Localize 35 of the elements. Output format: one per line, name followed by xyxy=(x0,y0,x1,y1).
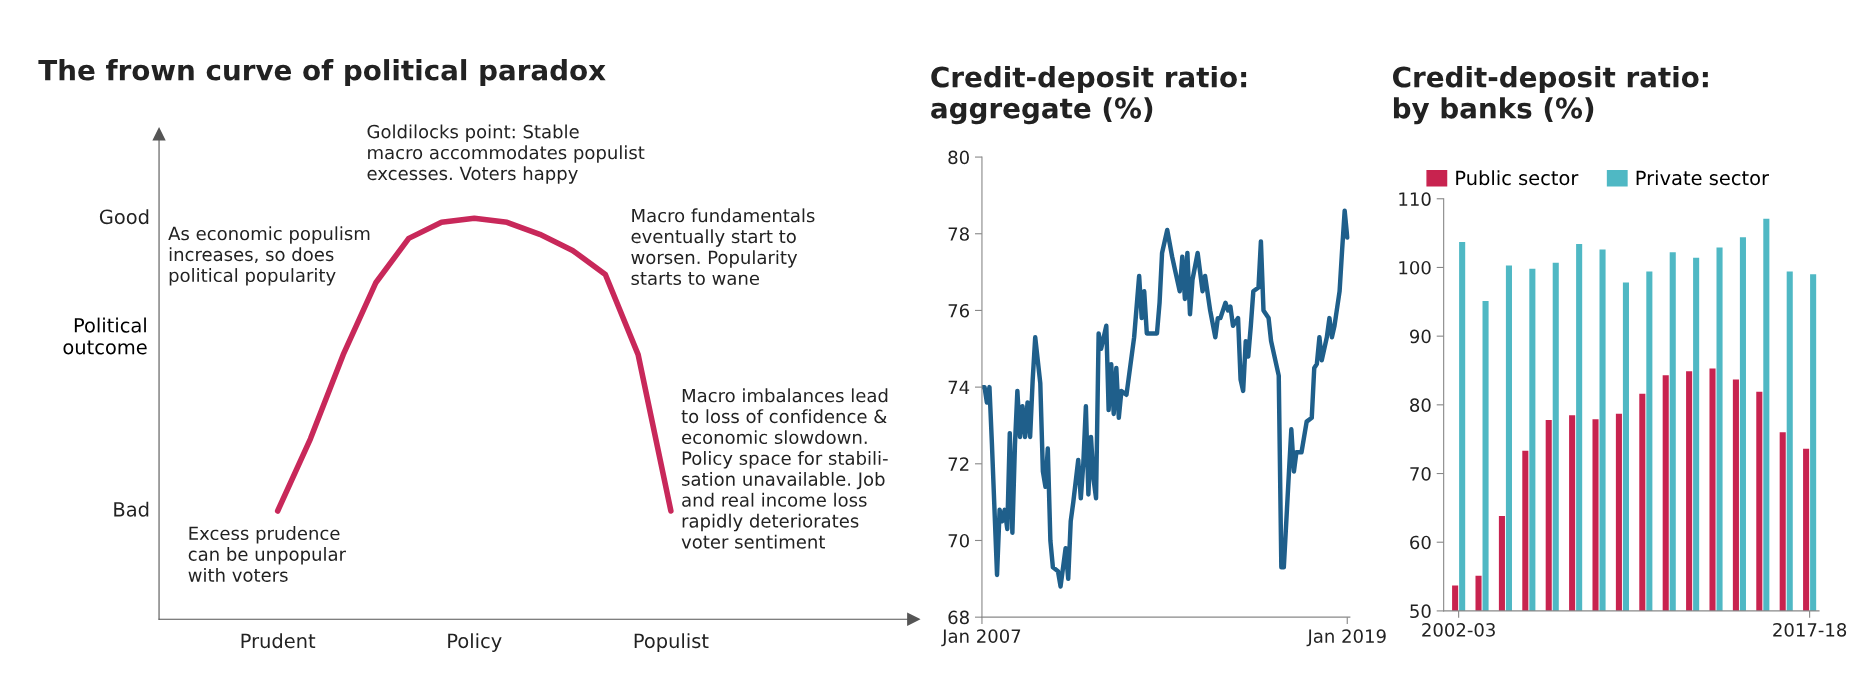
y-axis-title: Political outcome xyxy=(63,317,147,355)
y-tick-label: 90 xyxy=(1410,329,1431,344)
y-tick-label: 70 xyxy=(1410,466,1431,481)
text: Good xyxy=(99,209,149,225)
x-tick-label: Jan 2007 xyxy=(941,629,1021,647)
chart-title: Credit-deposit ratio: by banks (%) xyxy=(1393,66,1708,125)
annotation: Macro fundamentals eventually start to worsen. Popularity starts to wane xyxy=(631,208,815,286)
text: Bad xyxy=(114,501,149,517)
chart-title: Credit-deposit ratio: aggregate (%) xyxy=(931,66,1247,125)
y-tick-label: 68 xyxy=(948,610,969,625)
y-tick-label: 50 xyxy=(1410,604,1431,619)
x-tick-label: Populist xyxy=(634,633,709,652)
annotation: As economic populism increases, so does political popularity xyxy=(168,226,370,286)
y-tick-label: 78 xyxy=(948,227,969,241)
x-tick-label: 2002-03 xyxy=(1422,623,1495,637)
y-tick-label: 80 xyxy=(948,150,969,165)
x-tick-label: Prudent xyxy=(241,633,316,649)
y-tick-label: 70 xyxy=(948,533,969,548)
x-tick-label: 2017-18 xyxy=(1773,623,1847,637)
x-tick-label: Policy xyxy=(448,633,502,652)
annotation: Excess prudence can be unpopular with voters xyxy=(188,526,346,582)
y-tick-label: 72 xyxy=(948,457,969,471)
y-tick-label: 74 xyxy=(948,380,970,394)
line-series xyxy=(981,208,1350,589)
legend-label: Public sector xyxy=(1456,170,1579,186)
y-tick-label: 100 xyxy=(1399,260,1431,275)
y-tick-label: 80 xyxy=(1410,398,1431,412)
annotation: Macro imbalances lead to loss of confidence & economic slowdown. Policy space for stabili- sation unavailable. Job and real income loss rapidly deteriorates voter sentiment xyxy=(681,388,888,549)
text: Goldilocks point: Stable macro accommodates populist excesses. Voters happy xyxy=(367,124,645,184)
x-tick-label: Jan 2019 xyxy=(1306,629,1386,647)
y-tick-label: 110 xyxy=(1399,192,1431,206)
y-tick-label: 60 xyxy=(1410,535,1431,550)
chart-title: The frown curve of political paradox xyxy=(38,59,606,86)
legend-label: Private sector xyxy=(1636,170,1770,186)
y-tick-label: 76 xyxy=(948,303,970,318)
